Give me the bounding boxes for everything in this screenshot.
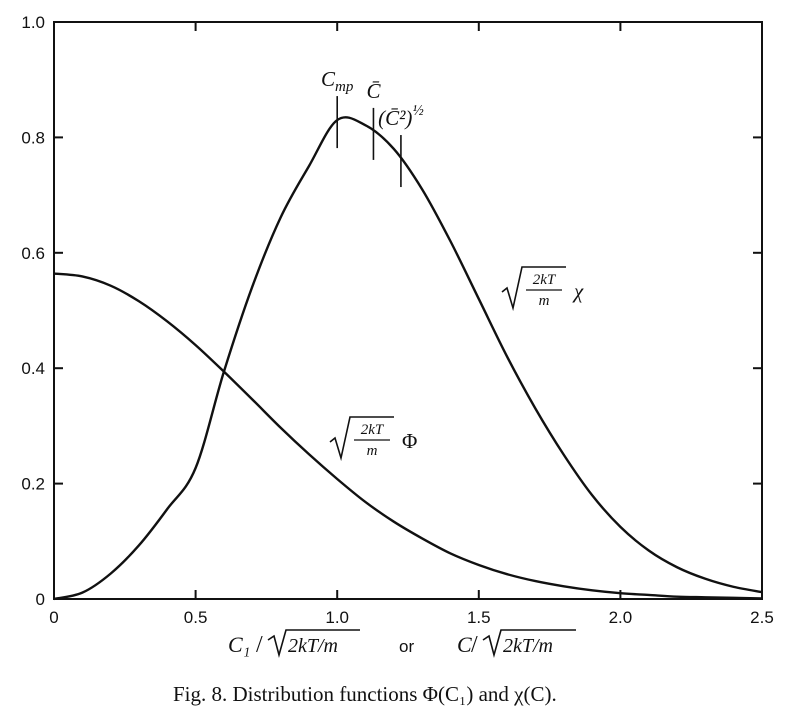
series-line-chi <box>53 116 763 601</box>
x-label-or: or <box>399 637 414 656</box>
x-label-right-numerator: C <box>457 632 472 657</box>
x-tick-label: 0.5 <box>184 608 208 627</box>
x-label-left-numerator: C₁ <box>228 632 250 657</box>
x-label-left-radical <box>267 629 360 659</box>
y-tick-label: 0.8 <box>21 128 45 147</box>
radical-sign <box>329 416 394 462</box>
x-tick-label: 1.5 <box>467 608 491 627</box>
y-tick-label: 0.4 <box>21 359 45 378</box>
series-group <box>53 116 763 601</box>
x-label-left-slash: / <box>256 632 263 658</box>
fraction-denominator: m <box>539 293 550 309</box>
x-label-right-slash: / <box>471 632 478 658</box>
marker-c-mp-label: Cmp <box>321 67 354 95</box>
y-tick-label: 0 <box>36 590 45 609</box>
y-tick-label: 0.2 <box>21 475 45 494</box>
curve-label-phi: 2kT m Φ <box>329 416 417 462</box>
fraction-denominator: m <box>367 443 378 459</box>
x-tick-label: 0 <box>49 608 58 627</box>
curve-labels: 2kT m χ 2kT m Φ <box>329 266 584 462</box>
marker-c-bar-label: C̄ <box>366 79 381 103</box>
marker-c-rms-label: (C̄²)½ <box>378 103 424 130</box>
y-tick-label: 1.0 <box>21 13 45 32</box>
curve-label-chi: 2kT m χ <box>501 266 584 312</box>
series-line-phi <box>53 272 763 600</box>
x-axis-label: C₁ / 2kT/m or C / 2kT/m <box>228 629 576 659</box>
marker-c-mp-subscript: mp <box>335 79 354 95</box>
figure-caption: Fig. 8. Distribution functions Φ(C₁) and… <box>173 682 557 706</box>
plot-frame <box>53 21 763 600</box>
x-tick-label: 2.5 <box>750 608 774 627</box>
x-label-left-radicand: 2kT/m <box>288 635 338 657</box>
x-label-right-radical <box>482 629 576 659</box>
curve-symbol: Φ <box>402 429 417 453</box>
x-tick-label: 2.0 <box>609 608 633 627</box>
axis-tick-labels: 0 0.5 1.0 1.5 2.0 2.5 0 0.2 0.4 0.6 0.8 1.0 <box>21 13 773 627</box>
fraction-numerator: 2kT <box>361 422 385 438</box>
x-tick-label: 1.0 <box>325 608 349 627</box>
curve-symbol: χ <box>572 279 584 303</box>
marker-c-rms-superscript: ½ <box>412 103 423 119</box>
y-tick-label: 0.6 <box>21 244 45 263</box>
radical-sign <box>501 266 566 312</box>
fraction-numerator: 2kT <box>533 272 557 288</box>
x-label-right-radicand: 2kT/m <box>503 635 553 657</box>
